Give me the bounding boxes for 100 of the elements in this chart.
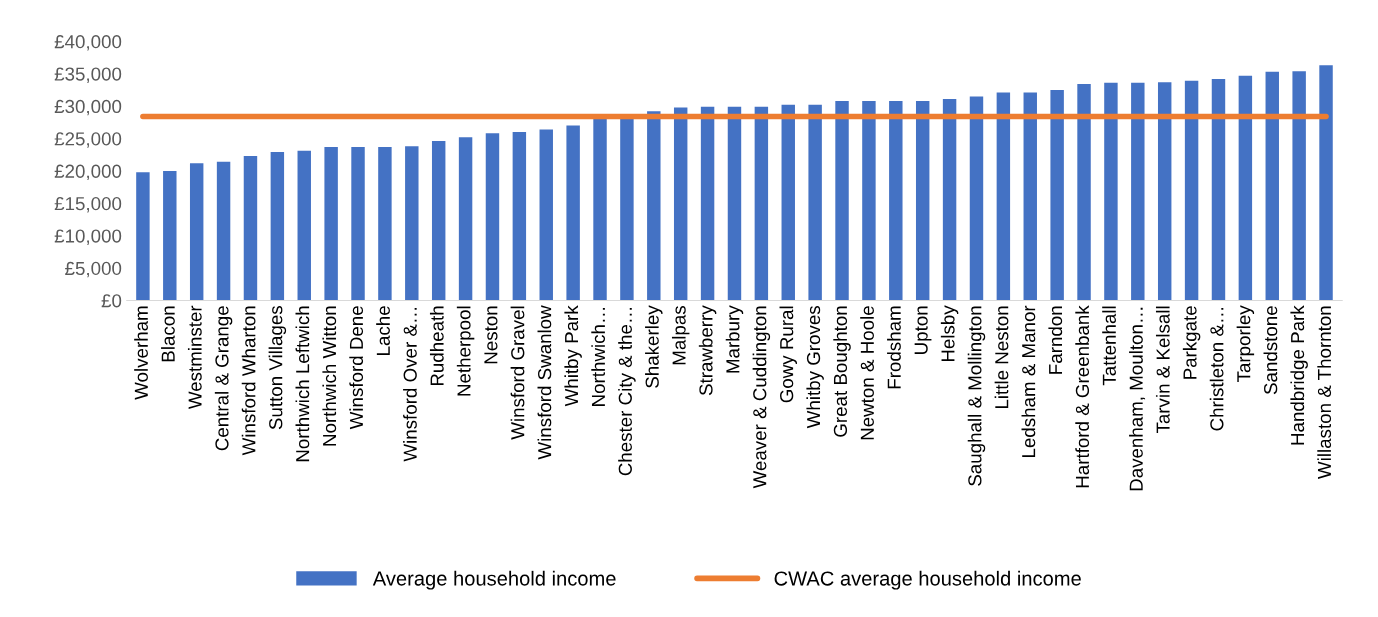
bar [620, 118, 634, 301]
bar [700, 106, 715, 301]
bar [458, 137, 473, 301]
x-tick-label: Sutton Villages [268, 306, 287, 430]
x-tick-label: Shakerley [645, 305, 663, 388]
x-tick-label: Westminster [187, 305, 202, 410]
x-tick-label: Blacon [161, 306, 175, 362]
bar [512, 132, 527, 301]
bar [1319, 65, 1333, 301]
y-tick-label: £15,000 [54, 197, 122, 213]
x-tick-label: Whitby Groves [806, 306, 824, 429]
x-tick-label: Northwich… [591, 307, 606, 406]
x-tick-label: Gowy Rural [779, 306, 797, 403]
x-tick-label: Frodsham [887, 306, 901, 389]
x-tick-label: Malpas [671, 306, 690, 365]
x-tick-label: Netherpool [456, 306, 475, 396]
x-tick-label: Christleton &… [1209, 307, 1224, 431]
bar [566, 125, 580, 301]
bar [1023, 92, 1037, 301]
bar [889, 100, 903, 301]
x-tick-label: Central & Grange [214, 306, 233, 451]
bar [673, 107, 688, 301]
y-tick-label: £40,000 [54, 35, 122, 51]
x-tick-label: Handbridge Park [1290, 305, 1308, 445]
bar [1184, 80, 1199, 301]
x-tick-label: Northwich Leftwich [295, 306, 310, 462]
bar [862, 100, 876, 301]
bar [1077, 84, 1091, 301]
bar [1211, 78, 1226, 301]
bar [969, 96, 984, 301]
bar [593, 118, 607, 301]
bar [539, 129, 553, 301]
bar [163, 170, 177, 301]
x-tick-label: Whitby Park [564, 305, 582, 407]
bar [754, 106, 769, 301]
x-tick-label: Tarvin & Kelsall [1155, 306, 1170, 434]
legend-label: CWAC average household income [774, 570, 1081, 590]
bar [1104, 82, 1118, 301]
bar [1157, 82, 1172, 301]
x-tick-label: Hartford & Greenbank [1075, 305, 1090, 488]
bar [1292, 71, 1306, 301]
x-tick-label: Weaver & Cuddington [752, 306, 771, 489]
y-tick-label: £25,000 [54, 132, 122, 148]
x-tick-label: Neston [484, 306, 498, 364]
bar [727, 106, 742, 301]
x-tick-label: Sandstone [1263, 306, 1278, 395]
x-tick-label: Winsford Swanlow [537, 305, 552, 460]
bar [808, 104, 822, 301]
bar [485, 133, 500, 301]
bar [431, 141, 446, 301]
x-tick-label: Winsford Wharton [241, 306, 256, 456]
bar [647, 111, 661, 301]
x-tick-label: Davenham, Moulton… [1129, 307, 1146, 491]
bar [835, 100, 849, 301]
x-tick-label: Little Neston [994, 306, 1009, 409]
bar [915, 100, 930, 301]
y-tick-label: £0 [101, 294, 122, 308]
bar [942, 99, 957, 301]
x-tick-label: Northwich Witton [322, 306, 337, 446]
y-tick-label: £10,000 [54, 229, 122, 245]
x-tick-label: Rudheath [429, 306, 444, 386]
bar [297, 150, 311, 301]
x-tick-label: Winsford Over &… [403, 307, 417, 462]
bar [1050, 89, 1064, 301]
x-tick-label: Winsford Gravel [510, 306, 525, 440]
x-tick-label: Great Boughton [833, 306, 851, 437]
bar [781, 104, 795, 301]
x-tick-label: Farndon [1048, 306, 1063, 374]
x-tick-label: Parkgate [1182, 306, 1201, 379]
y-tick-label: £30,000 [54, 99, 122, 116]
x-tick-label: Chester City & the… [618, 307, 636, 476]
y-tick-label: £35,000 [54, 67, 122, 83]
x-tick-label: Saughall & Mollington [967, 306, 986, 486]
y-tick-label: £5,000 [65, 261, 122, 278]
bar [1238, 75, 1253, 301]
legend-label: Average household income [372, 570, 616, 590]
x-tick-label: Tarporley [1236, 305, 1255, 383]
x-tick-label: Newton & Hoole [860, 306, 874, 440]
bar [243, 156, 258, 301]
bar [216, 161, 231, 301]
bar [136, 172, 150, 301]
x-tick-label: Marbury [725, 305, 744, 373]
bar [1131, 82, 1145, 301]
x-tick-label: Helsby [940, 305, 959, 362]
x-tick-label: Wolverham [134, 306, 148, 400]
bar [1265, 71, 1279, 301]
bar [324, 146, 338, 301]
bar [270, 152, 285, 301]
bar [189, 163, 204, 301]
y-tick-label: £20,000 [54, 164, 122, 181]
x-tick-label: Ledsham & Manor [1021, 305, 1036, 457]
bar [405, 146, 419, 301]
x-tick-label: Lache [376, 306, 390, 355]
bar [996, 92, 1011, 301]
x-tick-label: Tattenhall [1102, 306, 1116, 386]
bar [351, 146, 365, 301]
bar [378, 146, 392, 301]
x-tick-label: Strawberry [698, 305, 717, 396]
x-tick-label: Winsford Dene [349, 306, 364, 430]
x-tick-label: Willaston & Thornton [1317, 306, 1332, 479]
